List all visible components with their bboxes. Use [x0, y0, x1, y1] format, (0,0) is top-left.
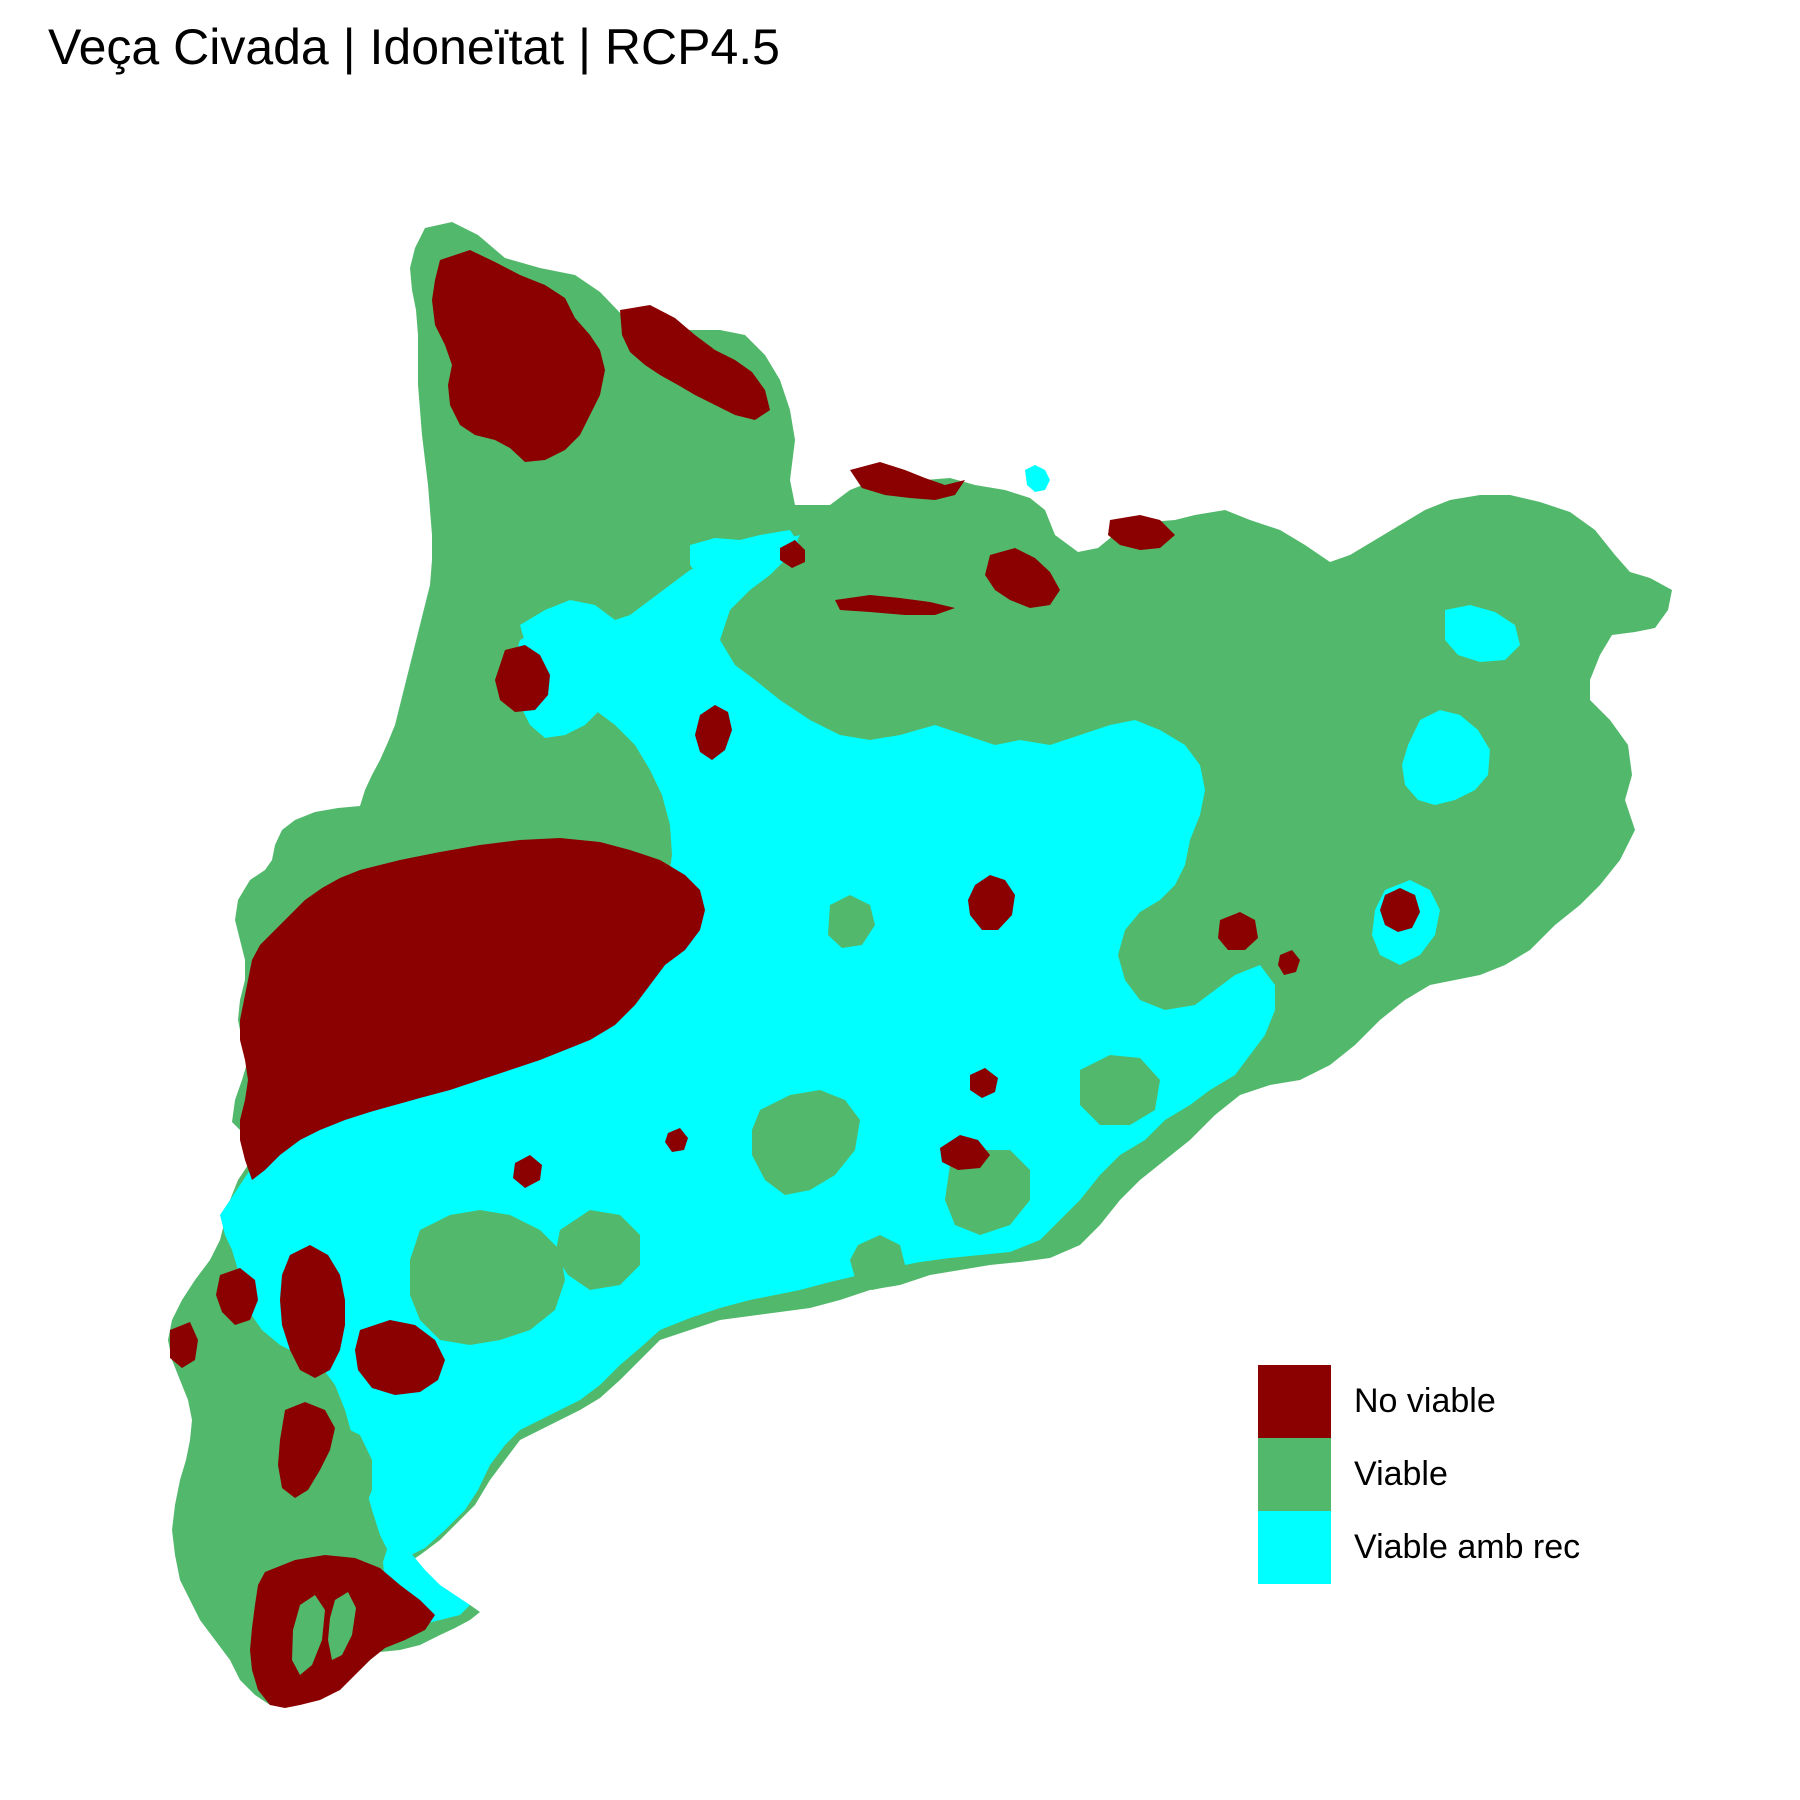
legend-label-no-viable: No viable: [1354, 1382, 1496, 1420]
region-no-viable-spot-3: [970, 1068, 998, 1098]
legend-label-viable-amb-rec: Viable amb rec: [1354, 1528, 1581, 1566]
region-no-viable-pyrenees-ridge: [835, 595, 955, 615]
region-no-viable-spot-4: [940, 1135, 990, 1170]
region-viable-island-6: [1080, 1055, 1160, 1125]
region-viable-amb-rec-segre: [690, 530, 800, 580]
map-legend: No viable Viable Viable amb rec: [1258, 1365, 1580, 1584]
legend-label-viable: Viable: [1354, 1455, 1448, 1493]
region-no-viable-ribera-ebre: [355, 1320, 445, 1395]
region-no-viable-cerdanya: [985, 548, 1060, 608]
region-viable-amb-rec-emporda: [1445, 605, 1520, 662]
region-viable-cap: [1025, 465, 1050, 492]
region-viable-island-8: [828, 895, 875, 948]
legend-item-viable: Viable: [1258, 1438, 1580, 1511]
region-viable-delta-strip-2: [328, 1592, 356, 1660]
region-no-viable-spot-6: [513, 1155, 542, 1188]
region-no-viable-guilleries: [1218, 912, 1258, 950]
region-viable-island-3: [555, 1210, 640, 1290]
region-no-viable-montserrat: [968, 875, 1015, 930]
region-no-viable-spot-5: [665, 1128, 688, 1152]
region-no-viable-pyrenees-mid: [620, 305, 770, 420]
legend-item-no-viable: No viable: [1258, 1365, 1580, 1438]
region-no-viable-ports: [278, 1402, 335, 1498]
region-no-viable-west-edge-2: [170, 1322, 198, 1368]
region-viable-island-4: [945, 1150, 1030, 1235]
legend-swatch-viable-amb-rec: [1258, 1511, 1331, 1584]
legend-swatch-viable: [1258, 1438, 1331, 1511]
region-no-viable-garrotxa: [1108, 515, 1175, 550]
region-viable-delta-strip-1: [292, 1595, 325, 1675]
region-viable-island-1: [752, 1090, 860, 1195]
region-no-viable-pyrenees-west: [432, 250, 605, 462]
region-no-viable-montseny: [1380, 888, 1420, 932]
region-no-viable-segarra-spot: [695, 705, 732, 760]
legend-item-viable-amb-rec: Viable amb rec: [1258, 1511, 1580, 1584]
region-no-viable-lleida-plain: [240, 838, 705, 1180]
region-viable-island-7: [320, 1425, 372, 1520]
region-no-viable-pyrenees-east: [850, 462, 965, 500]
map-title: Veça Civada | Idoneïtat | RCP4.5: [48, 19, 780, 75]
region-viable-amb-rec-ter: [1402, 710, 1490, 805]
region-viable-island-5: [850, 1235, 905, 1290]
region-no-viable-small-1: [780, 540, 805, 568]
region-no-viable-montsec: [495, 645, 550, 712]
region-no-viable-west-edge: [216, 1268, 258, 1325]
region-no-viable-spot-2: [1278, 950, 1300, 975]
region-no-viable-terra-alta: [280, 1245, 345, 1378]
legend-swatch-no-viable: [1258, 1365, 1331, 1438]
region-viable-island-2: [410, 1210, 565, 1345]
